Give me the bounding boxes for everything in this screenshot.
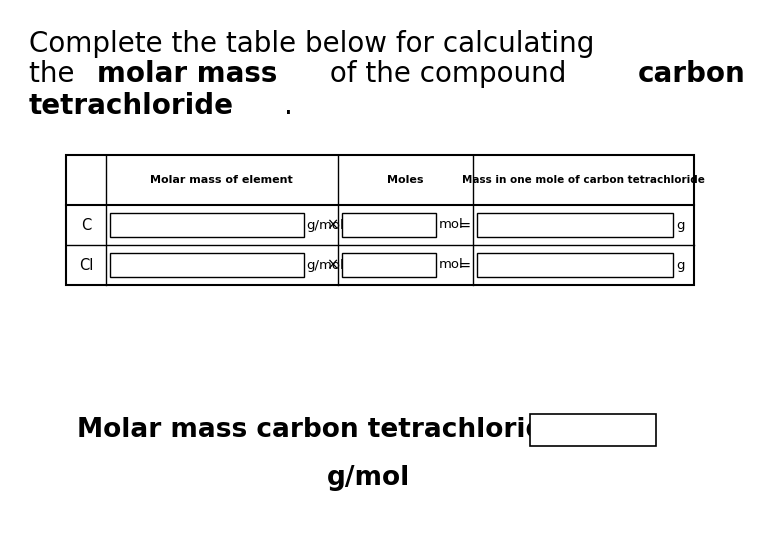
Text: g/mol: g/mol xyxy=(307,218,344,232)
Bar xyxy=(477,253,673,277)
Text: g/mol: g/mol xyxy=(307,258,344,272)
Text: of the compound: of the compound xyxy=(321,60,575,88)
Text: mol: mol xyxy=(439,218,464,232)
Text: Cl: Cl xyxy=(79,258,93,273)
Text: =: = xyxy=(459,217,471,232)
Text: Molar mass of element: Molar mass of element xyxy=(151,175,293,185)
Text: Mass in one mole of carbon tetrachloride: Mass in one mole of carbon tetrachloride xyxy=(462,175,705,185)
Text: Moles: Moles xyxy=(387,175,423,185)
Text: mol: mol xyxy=(439,258,464,272)
Text: Molar mass carbon tetrachloride =: Molar mass carbon tetrachloride = xyxy=(77,417,594,443)
Text: molar mass: molar mass xyxy=(96,60,277,88)
Text: tetrachloride: tetrachloride xyxy=(29,92,234,120)
Bar xyxy=(530,414,656,446)
Text: Complete the table below for calculating: Complete the table below for calculating xyxy=(29,30,594,58)
Text: ×: × xyxy=(327,217,339,232)
Text: g: g xyxy=(676,218,685,232)
Bar xyxy=(110,253,304,277)
Text: the: the xyxy=(29,60,83,88)
Text: C: C xyxy=(81,217,91,232)
Bar xyxy=(110,213,304,237)
Bar xyxy=(343,213,436,237)
Text: .: . xyxy=(284,92,293,120)
Text: g/mol: g/mol xyxy=(327,465,411,491)
Bar xyxy=(477,213,673,237)
Text: ×: × xyxy=(327,258,339,273)
Text: g: g xyxy=(676,258,685,272)
Text: =: = xyxy=(459,258,471,273)
Bar xyxy=(66,155,695,285)
Bar xyxy=(343,253,436,277)
Text: carbon: carbon xyxy=(637,60,745,88)
